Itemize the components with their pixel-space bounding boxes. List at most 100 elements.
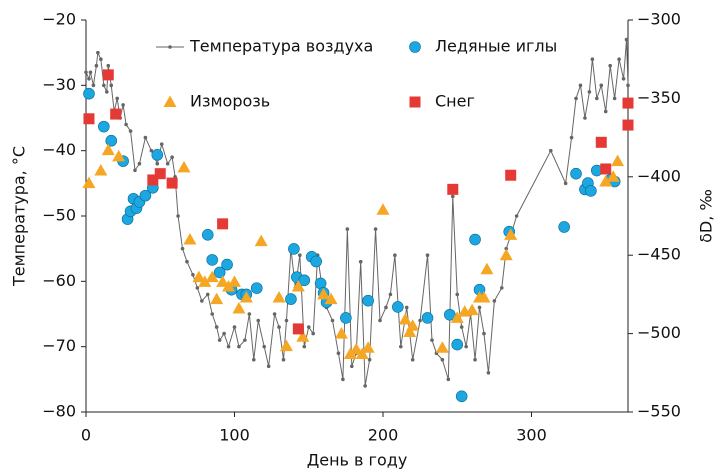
line-point (608, 63, 612, 68)
scatter-point (201, 229, 214, 241)
line-point (226, 344, 231, 349)
line-point (499, 286, 504, 290)
line-point (599, 83, 604, 88)
scatter-point (205, 270, 219, 283)
line-point (272, 312, 277, 316)
scatter-point (355, 347, 369, 359)
line-point (350, 364, 354, 369)
x-tick-label: 100 (219, 426, 250, 445)
scatter-point (112, 149, 126, 162)
x-tick-label: 200 (368, 426, 399, 445)
line-point (143, 135, 148, 140)
scatter-point (147, 174, 159, 186)
line-point (247, 312, 252, 316)
line-point (170, 155, 174, 159)
scatter-point (101, 143, 115, 156)
line-point (425, 253, 430, 257)
scatter-point (450, 311, 464, 323)
line-point (106, 63, 111, 68)
y2-tick-label: −550 (637, 402, 681, 421)
line-point (96, 50, 100, 55)
scatter-point (272, 291, 286, 303)
scatter-point (398, 312, 412, 325)
line-point (124, 122, 128, 127)
scatter-point (151, 149, 164, 161)
line-point (165, 161, 170, 166)
line-point (624, 37, 629, 42)
scatter-point (292, 323, 304, 335)
line-point (137, 161, 142, 166)
line-point (399, 344, 403, 349)
scatter-point (505, 169, 517, 181)
y2-tick-label: −450 (637, 245, 681, 264)
line-point (418, 318, 422, 323)
y2-tick-label: −400 (637, 166, 681, 185)
line-point (200, 299, 204, 303)
legend-marker (409, 41, 421, 53)
line-point (109, 83, 114, 88)
line-point (191, 273, 195, 277)
line-point (159, 142, 164, 146)
line-point (298, 253, 302, 257)
line-point (373, 227, 378, 231)
line-point (121, 103, 125, 107)
scatter-point (611, 154, 625, 167)
line-point (302, 344, 307, 349)
scatter-point (558, 221, 570, 233)
line-point (388, 292, 393, 297)
line-point (330, 318, 335, 323)
scatter-point (296, 330, 310, 342)
x-axis-title: День в году (307, 451, 408, 470)
line-point (358, 259, 363, 264)
line-point (455, 292, 460, 297)
line-point (477, 305, 482, 310)
legend-label: Изморозь (190, 92, 270, 111)
line-point (548, 148, 553, 153)
line-point (404, 305, 409, 310)
line-point (578, 83, 583, 88)
scatter-point (600, 163, 612, 175)
scatter-point (154, 168, 166, 180)
scatter-point (239, 291, 253, 303)
line-point (363, 384, 367, 388)
x-tick-label: 300 (516, 426, 547, 445)
scatter-point (324, 292, 338, 305)
line-point (176, 214, 180, 218)
scatter-point (222, 280, 236, 292)
line-point (587, 90, 592, 94)
scatter-point (570, 167, 582, 180)
line-point (195, 286, 200, 290)
line-point (514, 214, 519, 218)
line-point (284, 318, 289, 323)
scatter-point (455, 390, 468, 403)
y2-tick-label: −350 (637, 88, 681, 107)
line-point (217, 338, 222, 342)
y-axis-title: Температура, °С (10, 146, 29, 287)
line-point (430, 338, 434, 342)
scatter-point (285, 293, 297, 305)
line-point (504, 246, 509, 251)
y-tick-label: −20 (42, 10, 76, 29)
line-point (149, 148, 154, 153)
line-point (94, 63, 99, 68)
y-tick-label: −60 (42, 271, 76, 290)
scatter-point (465, 303, 479, 316)
y2-tick-label: −500 (637, 323, 681, 342)
scatter-point (250, 282, 263, 294)
scatter-point (403, 325, 417, 338)
scatter-point (105, 134, 118, 147)
y-tick-label: −30 (42, 75, 76, 94)
line-point (185, 259, 189, 264)
scatter-point (83, 113, 95, 125)
y2-tick-label: −300 (637, 10, 681, 29)
legend-marker (409, 96, 421, 108)
scatter-point (183, 233, 197, 245)
line-point (84, 70, 88, 75)
scatter-point (83, 87, 95, 100)
line-point (251, 357, 256, 362)
line-point (617, 57, 621, 61)
scatter-point (599, 175, 613, 187)
line-point (626, 83, 630, 88)
scatter-point (177, 160, 191, 173)
scatter-point (198, 275, 212, 287)
